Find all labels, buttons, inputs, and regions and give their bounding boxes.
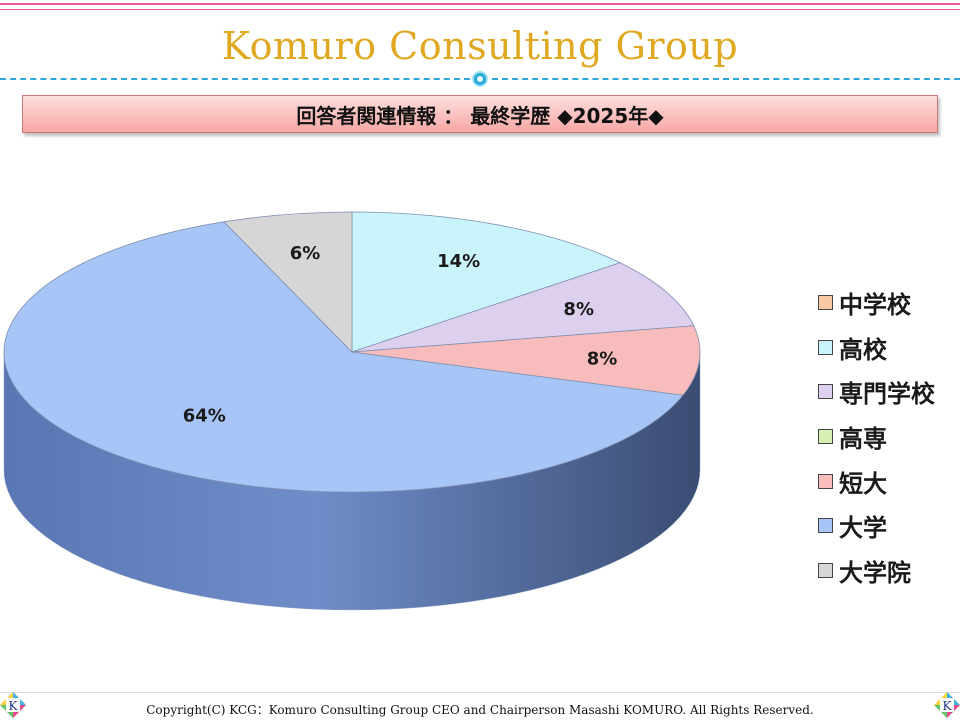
pie-data-label: 8% <box>587 348 618 369</box>
legend-swatch <box>818 294 833 310</box>
legend-label: 短大 <box>839 469 887 498</box>
pie-slice <box>351 262 695 353</box>
section-banner: 回答者関連情報 ： 最終学歴 ◆2025年◆ <box>22 95 938 133</box>
kcg-logo-left: K <box>0 692 26 718</box>
legend-label: 大学 <box>839 514 887 543</box>
legend-swatch <box>818 518 833 534</box>
legend-item: 短大 <box>818 459 960 504</box>
pie-slices <box>3 211 701 493</box>
divider-ornament <box>472 71 488 87</box>
legend-label: 高校 <box>839 335 887 364</box>
pie-data-label: 14% <box>437 251 480 272</box>
pie-slice <box>351 211 622 353</box>
kcg-logo-right: K <box>934 692 960 718</box>
page-title: Komuro Consulting Group <box>221 24 739 68</box>
pie-slice <box>3 221 684 493</box>
legend-item: 中学校 <box>818 280 960 325</box>
pie-chart: 14% 8% 8% 64% 6% <box>3 211 701 611</box>
legend-swatch <box>818 473 833 489</box>
pie-data-label: 6% <box>290 243 321 264</box>
copyright-text: Copyright(C) KCG：Komuro Consulting Group… <box>146 703 814 717</box>
pie-slice <box>351 325 701 396</box>
legend-item: 大学院 <box>818 548 960 593</box>
legend-item: 高校 <box>818 325 960 370</box>
top-stripe <box>0 0 960 18</box>
legend-label: 専門学校 <box>839 380 935 409</box>
legend-swatch <box>818 384 833 400</box>
legend-swatch <box>818 562 833 578</box>
legend-label: 大学院 <box>839 558 911 587</box>
legend-label: 高専 <box>839 424 887 453</box>
pie-labels: 14% 8% 8% 64% 6% <box>183 243 618 426</box>
chart-legend: 中学校 高校 専門学校 高専 短大 大学 大学院 <box>818 280 960 593</box>
legend-swatch <box>818 428 833 444</box>
legend-label: 中学校 <box>839 290 911 319</box>
svg-text:K: K <box>9 699 19 713</box>
pie-data-label: 64% <box>183 405 226 426</box>
legend-swatch <box>818 339 833 355</box>
legend-item: 専門学校 <box>818 369 960 414</box>
divider-right <box>492 78 960 80</box>
footer: Copyright(C) KCG：Komuro Consulting Group… <box>0 692 960 721</box>
legend-item: 高専 <box>818 414 960 459</box>
divider-left <box>0 78 470 80</box>
svg-text:K: K <box>943 699 953 713</box>
pie-slice <box>223 211 353 353</box>
pie-data-label: 8% <box>563 299 594 320</box>
legend-item: 大学 <box>818 503 960 548</box>
